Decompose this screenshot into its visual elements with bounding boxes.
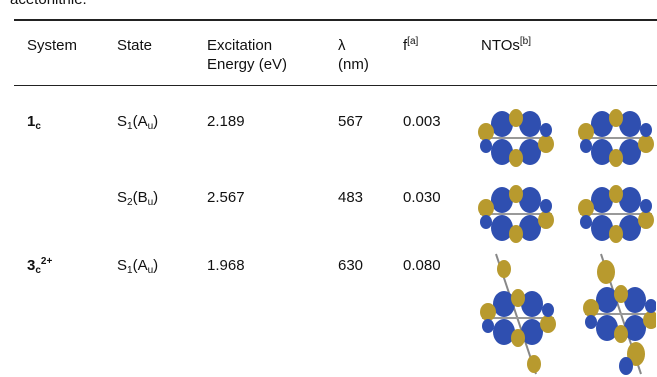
state-sub: 1: [127, 265, 133, 276]
header-energy: Energy (eV): [207, 56, 288, 73]
state-part: ): [153, 113, 159, 130]
energy: 2.567: [207, 189, 245, 206]
state: S1(Au): [117, 256, 159, 276]
state-part: S: [117, 113, 128, 130]
header-text: NTOs: [481, 37, 520, 54]
system-sub: c: [35, 265, 41, 276]
state-part: S: [117, 189, 128, 206]
header-lambda: (nm): [338, 56, 369, 73]
system-text: 1: [27, 113, 36, 130]
system-text: 3: [27, 257, 36, 274]
energy: 1.968: [207, 257, 245, 274]
header-ntos: NTOs[b]: [481, 36, 531, 55]
state: S2(Bu): [117, 188, 159, 208]
top-rule: [14, 19, 657, 21]
wavelength: 567: [338, 113, 364, 130]
header-footnote: [b]: [519, 36, 532, 47]
header-rule: [14, 85, 657, 86]
wavelength: 483: [338, 189, 364, 206]
state-part: ): [153, 257, 159, 274]
header-state: State: [117, 37, 153, 54]
header-text: f: [403, 37, 408, 54]
header-lambda: λ: [338, 37, 346, 54]
state-part: (B: [132, 189, 148, 206]
header-system: System: [27, 37, 78, 54]
energy: 2.189: [207, 113, 245, 130]
state-sub: u: [147, 265, 154, 276]
state-sub: u: [147, 197, 154, 208]
state-part: (A: [132, 257, 148, 274]
system: 3c2+: [27, 256, 53, 276]
header-footnote: [a]: [407, 36, 419, 47]
header-f: f[a]: [403, 36, 418, 55]
state-part: S: [117, 257, 128, 274]
state: S1(Au): [117, 112, 159, 132]
system-sup: 2+: [40, 256, 53, 267]
state-sub: u: [147, 121, 154, 132]
state-part: (A: [132, 113, 148, 130]
state-sub: 2: [127, 197, 133, 208]
wavelength: 630: [338, 257, 364, 274]
caption-fragment: acetonitrile.: [10, 0, 87, 9]
oscillator-strength: 0.003: [403, 113, 441, 130]
system: 1c: [27, 112, 41, 132]
header-energy: Excitation: [207, 37, 273, 54]
oscillator-strength: 0.030: [403, 189, 441, 206]
state-part: ): [153, 189, 159, 206]
state-sub: 1: [127, 121, 133, 132]
nto-images: [477, 108, 656, 375]
oscillator-strength: 0.080: [403, 257, 441, 274]
system-sub: c: [35, 121, 41, 132]
